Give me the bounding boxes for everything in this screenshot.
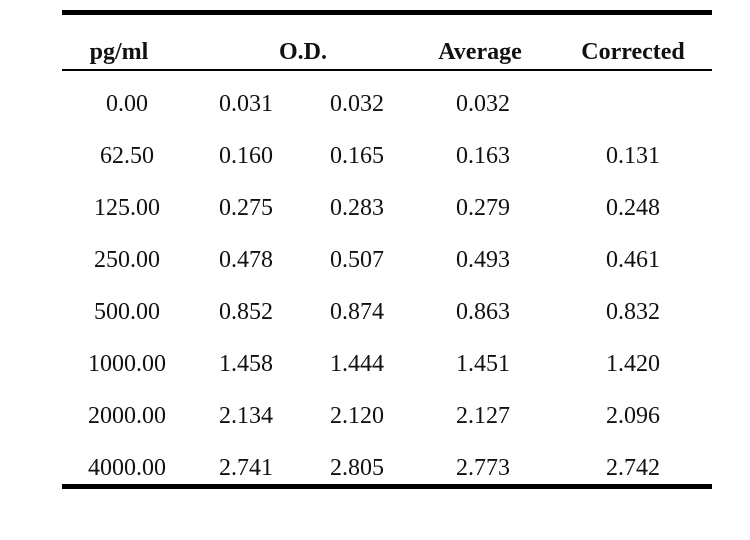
cell-od-2: 2.120 [330,403,384,429]
table-header-row: pg/ml O.D. Average Corrected [62,15,712,69]
cell-corrected: 0.248 [606,195,660,221]
cell-concentration: 250.00 [94,247,160,273]
cell-corrected: 2.742 [606,455,660,481]
cell-average: 0.279 [456,195,510,221]
cell-concentration: 125.00 [94,195,160,221]
cell-concentration: 500.00 [94,299,160,325]
table-row: 250.00 0.478 0.507 0.493 0.461 [62,240,712,280]
cell-od-2: 0.165 [330,143,384,169]
cell-average: 2.127 [456,403,510,429]
cell-od-1: 0.160 [219,143,273,169]
standard-curve-table: pg/ml O.D. Average Corrected 0.00 0.031 … [62,10,712,489]
table-row: 500.00 0.852 0.874 0.863 0.832 [62,292,712,332]
header-od: O.D. [279,39,327,65]
cell-concentration: 2000.00 [88,403,166,429]
cell-od-2: 0.874 [330,299,384,325]
header-corrected: Corrected [581,39,685,65]
cell-average: 2.773 [456,455,510,481]
cell-average: 0.863 [456,299,510,325]
cell-concentration: 4000.00 [88,455,166,481]
cell-corrected: 1.420 [606,351,660,377]
cell-od-2: 0.507 [330,247,384,273]
cell-od-1: 2.741 [219,455,273,481]
cell-concentration: 1000.00 [88,351,166,377]
cell-od-2: 2.805 [330,455,384,481]
cell-average: 1.451 [456,351,510,377]
table-row: 2000.00 2.134 2.120 2.127 2.096 [62,396,712,436]
cell-corrected: 0.461 [606,247,660,273]
cell-od-1: 0.275 [219,195,273,221]
cell-od-1: 0.852 [219,299,273,325]
cell-od-2: 1.444 [330,351,384,377]
cell-corrected: 2.096 [606,403,660,429]
cell-concentration: 0.00 [106,91,148,117]
header-concentration: pg/ml [89,39,149,65]
cell-od-2: 0.283 [330,195,384,221]
cell-corrected: 0.131 [606,143,660,169]
cell-od-2: 0.032 [330,91,384,117]
cell-average: 0.493 [456,247,510,273]
table-header-rule [62,69,712,71]
cell-average: 0.163 [456,143,510,169]
table-bottom-rule [62,484,712,489]
table-body: 0.00 0.031 0.032 0.032 62.50 0.160 0.165… [62,71,712,484]
table-row: 1000.00 1.458 1.444 1.451 1.420 [62,344,712,384]
cell-od-1: 2.134 [219,403,273,429]
cell-corrected: 0.832 [606,299,660,325]
table-row: 4000.00 2.741 2.805 2.773 2.742 [62,448,712,488]
table-row: 0.00 0.031 0.032 0.032 [62,84,712,124]
table-row: 125.00 0.275 0.283 0.279 0.248 [62,188,712,228]
cell-od-1: 0.478 [219,247,273,273]
cell-od-1: 1.458 [219,351,273,377]
cell-od-1: 0.031 [219,91,273,117]
cell-average: 0.032 [456,91,510,117]
table-top-rule [62,10,712,15]
header-average: Average [438,39,522,65]
cell-concentration: 62.50 [100,143,154,169]
table-row: 62.50 0.160 0.165 0.163 0.131 [62,136,712,176]
